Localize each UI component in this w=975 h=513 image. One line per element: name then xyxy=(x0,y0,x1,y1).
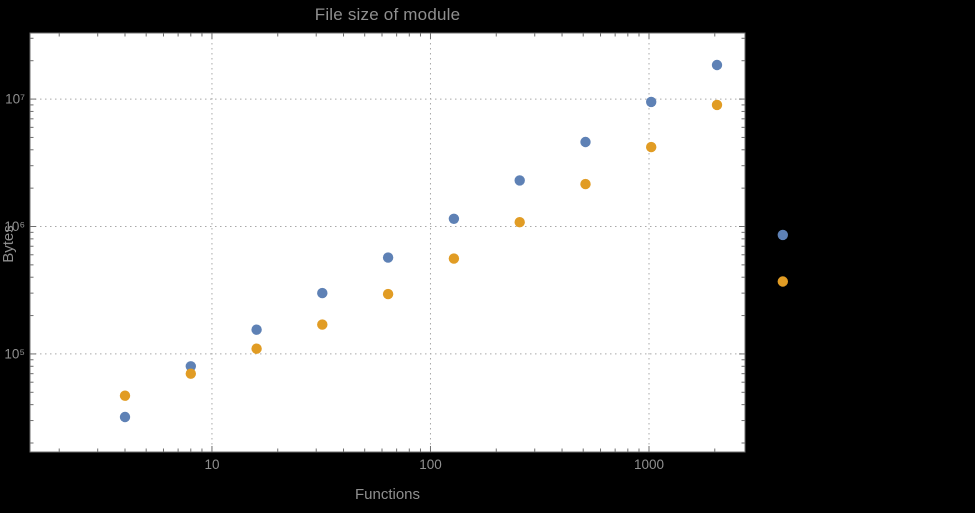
x-axis-label: Functions xyxy=(354,486,421,503)
data-point-series-orange xyxy=(382,288,394,300)
data-point-series-orange xyxy=(777,276,788,287)
data-point-series-blue xyxy=(646,96,657,108)
x-tick-label: 10 xyxy=(204,457,219,472)
data-point-series-orange xyxy=(711,99,723,111)
data-point-series-blue xyxy=(580,136,591,148)
data-point-series-orange xyxy=(646,141,657,153)
y-axis-label: Bytes xyxy=(0,225,17,263)
data-point-series-orange xyxy=(514,217,525,228)
chart-title: File size of module xyxy=(314,5,461,24)
x-tick-label: 100 xyxy=(419,457,442,472)
data-point-series-blue xyxy=(448,213,460,224)
plot-area xyxy=(30,33,745,452)
data-point-series-blue xyxy=(251,324,262,335)
data-point-series-orange xyxy=(448,253,460,264)
data-point-series-blue xyxy=(317,287,328,299)
x-tick-label: 1000 xyxy=(634,457,664,472)
data-point-series-orange xyxy=(251,343,262,354)
data-point-series-blue xyxy=(119,411,131,423)
data-point-series-blue xyxy=(777,229,788,241)
data-point-series-blue xyxy=(382,252,394,263)
y-tick-label: 10⁶ xyxy=(4,219,25,234)
plot-frame xyxy=(29,32,746,453)
y-tick-label: 10⁷ xyxy=(5,92,25,107)
y-tick-label: 10⁵ xyxy=(4,346,25,361)
data-point-series-blue xyxy=(185,361,196,372)
data-point-series-orange xyxy=(580,178,591,190)
data-point-series-blue xyxy=(514,175,525,186)
data-point-series-orange xyxy=(119,390,131,401)
data-point-series-blue xyxy=(711,59,723,71)
data-point-series-orange xyxy=(185,368,196,379)
data-point-series-orange xyxy=(317,319,328,330)
